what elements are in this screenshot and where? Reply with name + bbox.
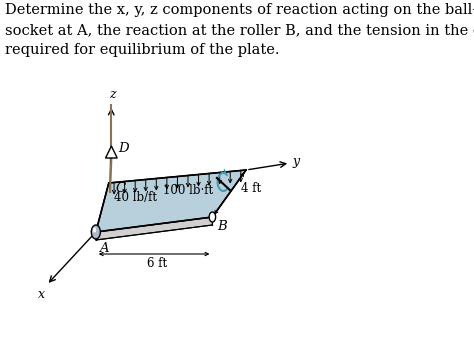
Circle shape bbox=[91, 225, 100, 239]
Text: 40 lb/ft: 40 lb/ft bbox=[115, 191, 157, 203]
Text: B: B bbox=[217, 220, 227, 233]
Text: x: x bbox=[37, 288, 45, 301]
Circle shape bbox=[209, 212, 216, 222]
Polygon shape bbox=[106, 146, 117, 158]
Text: A: A bbox=[99, 242, 109, 255]
Text: z: z bbox=[109, 88, 115, 101]
Text: C: C bbox=[115, 183, 126, 195]
Text: 4 ft: 4 ft bbox=[241, 182, 261, 195]
Text: 100 lb·ft: 100 lb·ft bbox=[163, 185, 213, 198]
Text: y: y bbox=[292, 156, 300, 169]
Polygon shape bbox=[96, 170, 246, 232]
Text: D: D bbox=[118, 141, 129, 155]
Text: Determine the x, y, z components of reaction acting on the ball-and-
socket at A: Determine the x, y, z components of reac… bbox=[5, 3, 474, 57]
Polygon shape bbox=[96, 183, 109, 240]
Circle shape bbox=[93, 228, 96, 232]
Text: 6 ft: 6 ft bbox=[147, 257, 167, 270]
Polygon shape bbox=[96, 217, 212, 240]
